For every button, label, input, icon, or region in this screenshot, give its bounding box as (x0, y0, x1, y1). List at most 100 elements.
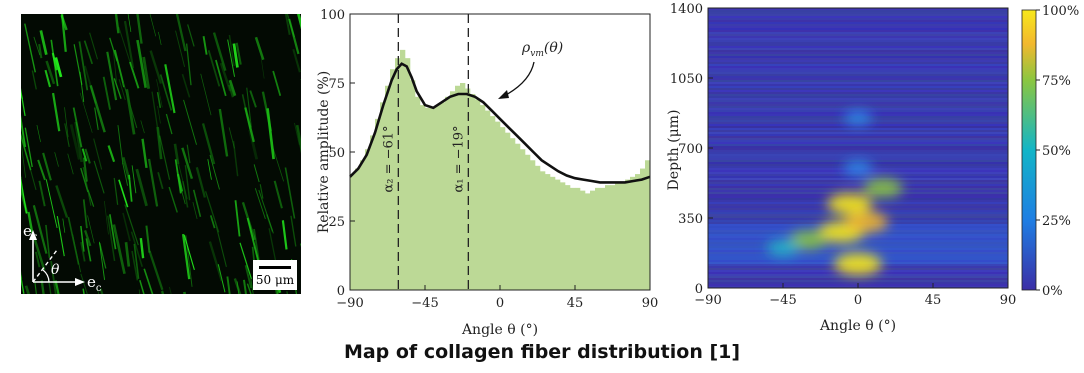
heatmap-row (708, 130, 1008, 132)
fiber-strand (27, 211, 34, 233)
histogram-bar (450, 91, 456, 290)
histogram-bar (630, 176, 636, 290)
fiber-strand (228, 79, 237, 97)
fiber-strand (33, 36, 41, 56)
fiber-strand (174, 8, 187, 52)
fiber-strand (180, 187, 186, 205)
fiber-strand (288, 18, 300, 55)
fiber-strand (273, 180, 283, 209)
histogram-bar (425, 107, 431, 290)
heatmap-row (708, 48, 1008, 50)
fiber-strand (266, 108, 275, 160)
fiber-strand (140, 120, 145, 134)
fiber-strand (182, 180, 189, 208)
fiber-strand (37, 159, 46, 181)
heatmap-x-tick-label: −45 (769, 293, 796, 308)
fiber-strand (157, 172, 164, 190)
fiber-strand (32, 205, 48, 254)
fiber-strand (54, 152, 59, 167)
histogram-bar (645, 160, 651, 290)
histogram-bar (495, 121, 501, 290)
fiber-strand (89, 84, 106, 133)
histogram-bar (500, 127, 506, 290)
histogram-bar (575, 187, 581, 290)
heatmap-y-tick-label: 0 (695, 282, 703, 297)
fiber-strand (129, 61, 140, 89)
histogram-bar (480, 105, 486, 290)
fiber-strand (174, 159, 182, 194)
fiber-strand (19, 173, 28, 214)
scale-bar-label: 50 μm (256, 273, 295, 287)
fiber-strand (209, 154, 220, 190)
heatmap-row (708, 22, 1008, 24)
heatmap-noise-rows (708, 8, 1008, 288)
bar-chart-svg: α₂ = −61° α₁ = −19° −90 −45 0 45 90 0 25 50 75 10… (316, 8, 658, 338)
heatmap-row (708, 276, 1008, 278)
fiber-strands (10, 4, 319, 342)
histogram-bar (465, 88, 471, 291)
fiber-strand (246, 217, 260, 263)
fiber-strand (235, 42, 242, 65)
orientation-distribution-chart: α₂ = −61° α₁ = −19° −90 −45 0 45 90 0 25 50 75 10… (308, 0, 662, 340)
heatmap-row (708, 146, 1008, 148)
fiber-strand (158, 31, 162, 46)
fiber-strand (284, 9, 291, 35)
heatmap-row (708, 156, 1008, 158)
fiber-strand (18, 113, 27, 148)
heatmap-row (708, 52, 1008, 54)
fiber-strand (67, 216, 80, 265)
fiber-strand (207, 49, 221, 87)
heatmap-row (708, 94, 1008, 96)
heatmap-row (708, 68, 1008, 70)
heatmap-x-ticks: −90 −45 0 45 90 (694, 283, 1016, 308)
histogram-bar (590, 190, 596, 290)
heatmap-row (708, 12, 1008, 14)
heatmap-row (708, 58, 1008, 60)
fiber-strand (244, 265, 253, 289)
fiber-strand (74, 121, 84, 163)
heatmap-hotspot (834, 253, 882, 275)
fiber-strand (254, 188, 266, 220)
histogram-bar (410, 80, 416, 291)
y-tick-label: 25 (328, 215, 345, 230)
fiber-strand (156, 79, 163, 108)
heatmap-row (708, 24, 1008, 26)
histogram-bar (420, 105, 426, 290)
fiber-strand (148, 250, 164, 291)
heatmap-y-axis-label: Depth (μm) (666, 110, 682, 191)
heatmap-row (708, 100, 1008, 102)
fiber-strand (51, 92, 61, 132)
histogram-bar (445, 96, 451, 290)
heatmap-row (708, 30, 1008, 32)
fiber-strand (228, 84, 235, 98)
fiber-strand (19, 85, 26, 117)
histogram-bar (510, 138, 516, 290)
histogram-bar (470, 94, 476, 290)
histogram-bar (530, 160, 536, 290)
fiber-strand (293, 122, 300, 145)
heatmap-row (708, 98, 1008, 100)
heatmap-row (708, 44, 1008, 46)
fiber-strand (113, 78, 122, 99)
curve-label: ρvm(θ) (521, 40, 563, 59)
heatmap-x-tick-label: 90 (1000, 293, 1017, 308)
fiber-strand (36, 124, 41, 143)
fiber-strand (139, 238, 145, 259)
fiber-strand (157, 105, 161, 124)
heatmap-row (708, 72, 1008, 74)
collagen-micrograph: er ec θ 50 μm (10, 4, 319, 342)
fiber-strand (54, 57, 63, 78)
fiber-strand (79, 92, 93, 133)
fiber-strand (67, 153, 74, 175)
fiber-strand (142, 56, 151, 89)
fiber-strand (24, 23, 36, 73)
x-tick-label: −90 (336, 296, 363, 311)
x-ticks: −90 −45 0 45 90 (336, 285, 658, 311)
heatmap-row (708, 32, 1008, 34)
fiber-strand (106, 51, 118, 101)
scale-bar-box (253, 260, 297, 290)
colorbar-tick-label: 25% (1042, 214, 1071, 229)
fiber-strand (107, 215, 116, 262)
heatmap-row (708, 56, 1008, 58)
